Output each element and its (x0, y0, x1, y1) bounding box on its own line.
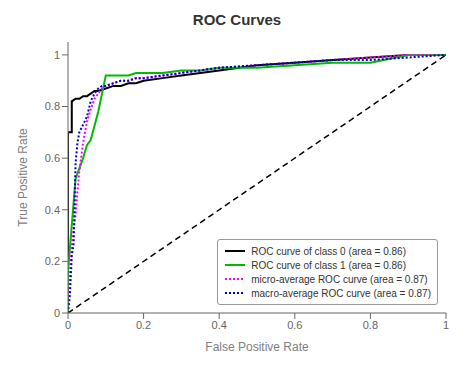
svg-text:0.2: 0.2 (45, 255, 60, 267)
html-text:ROC curve of class 1 (area = 0: ROC curve of class 1 (area = 0.86) (251, 259, 406, 271)
html-text:macro-average ROC curve (area: macro-average ROC curve (area = 0.87) (251, 287, 431, 299)
html-text:micro-average ROC curve (area: micro-average ROC curve (area = 0.87) (251, 273, 428, 285)
svg-text:1: 1 (443, 319, 449, 331)
svg-text:0: 0 (65, 319, 71, 331)
html-text:ROC curve of class 0 (area = 0: ROC curve of class 0 (area = 0.86) (251, 245, 406, 257)
svg-text:0.8: 0.8 (45, 100, 60, 112)
svg-text:False Positive Rate: False Positive Rate (205, 340, 309, 354)
html-text:ROC Curves: ROC Curves (192, 11, 282, 28)
svg-text:0: 0 (54, 307, 60, 319)
svg-text:0.4: 0.4 (45, 204, 60, 216)
svg-text:0.6: 0.6 (287, 319, 302, 331)
svg-text:0.2: 0.2 (136, 319, 151, 331)
svg-text:0.4: 0.4 (212, 319, 227, 331)
svg-text:1: 1 (54, 49, 60, 61)
svg-text:True Positive Rate: True Positive Rate (16, 128, 30, 227)
svg-text:0.6: 0.6 (45, 152, 60, 164)
svg-text:0.8: 0.8 (363, 319, 378, 331)
